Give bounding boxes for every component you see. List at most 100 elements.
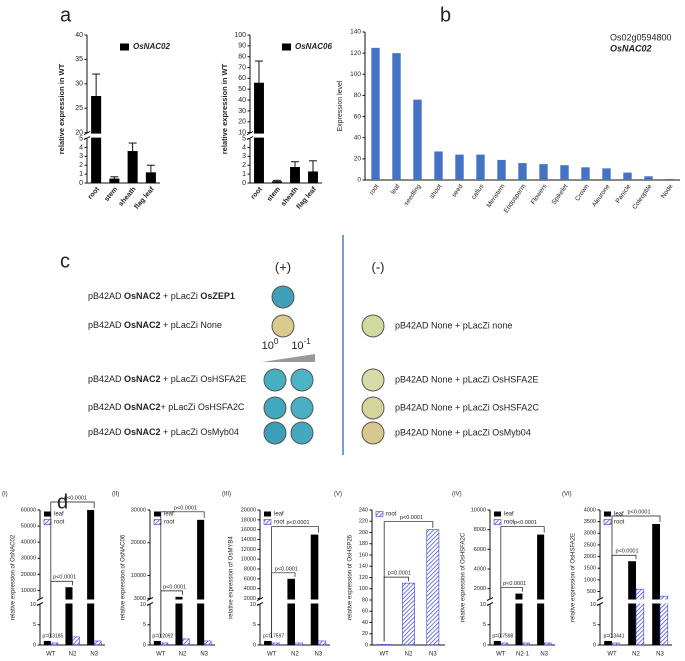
p-bracket	[271, 526, 319, 638]
y-tick-label: 10000	[21, 588, 36, 594]
y-tick-label: 16000	[241, 527, 256, 533]
y-tick-label: 120	[350, 50, 361, 57]
y-tick-label: 5	[253, 622, 256, 628]
y-tick-label: 10	[140, 602, 146, 608]
y-tick-label: 5	[33, 622, 36, 628]
p-bracket	[50, 501, 95, 638]
y-tick-label: 40	[238, 97, 246, 104]
y-tick-label: 10000	[241, 557, 256, 563]
y-tick-label: 0	[357, 177, 361, 184]
legend-label: root	[504, 520, 515, 526]
dilution-exp: 0	[274, 337, 279, 346]
y-tick-label: 3	[242, 153, 246, 160]
y-tick-label: 10000	[471, 507, 486, 513]
p-value: p<0.0001	[275, 566, 298, 572]
x-tick-label: root	[368, 183, 380, 196]
colony	[361, 421, 385, 445]
p-value: p<0.0001	[64, 495, 87, 501]
legend-swatch	[493, 519, 502, 525]
axis-break	[486, 597, 494, 601]
bar	[109, 178, 120, 183]
x-tick-label: Crown	[574, 183, 591, 203]
construct-part: pB42AD	[88, 402, 124, 412]
x-tick-label: WT	[380, 652, 390, 658]
x-tick-label: stem	[266, 186, 282, 203]
p-bracket	[611, 515, 661, 638]
x-tick-label: Node	[660, 183, 675, 200]
y-tick-label: 50	[238, 86, 246, 93]
y-tick-label: 30	[238, 108, 246, 115]
construct-label: pB42AD None + pLacZi OsHSFA2C	[395, 402, 539, 412]
chart-title: (VI)	[562, 492, 572, 498]
construct-part: OsNAC2	[124, 291, 161, 301]
y-tick-label: 3000	[584, 531, 596, 537]
y-tick-label: 0	[143, 642, 146, 648]
bar	[659, 595, 669, 646]
legend-swatch	[604, 511, 611, 517]
x-tick-label: Coleoptile	[631, 183, 654, 211]
colony	[290, 368, 314, 392]
colony	[361, 314, 385, 338]
y-tick-label: 500	[587, 589, 596, 595]
bar	[264, 640, 272, 645]
construct-part: pB42AD	[88, 374, 124, 384]
y-tick-label: 6000	[244, 576, 256, 582]
p-bracket	[500, 526, 545, 638]
legend-label: root	[164, 520, 175, 526]
bar	[50, 642, 59, 646]
construct-part: pB42AD	[88, 427, 124, 437]
bar	[43, 640, 51, 645]
x-tick-label: Spikelet	[551, 183, 570, 206]
x-tick-label: seed	[451, 183, 465, 199]
construct-label: pB42AD OsNAC2 + pLacZi None	[88, 320, 222, 330]
legend-swatch	[375, 511, 384, 517]
colony	[361, 396, 385, 420]
p-value: p=0.7598	[492, 633, 513, 639]
bar	[623, 172, 632, 180]
x-tick-label: Aleurone	[591, 183, 612, 209]
y-tick-label: 20	[362, 631, 368, 637]
y-axis-label: relative expression in WT	[57, 63, 66, 154]
break-gap	[635, 599, 645, 604]
bar	[72, 636, 80, 646]
bar	[182, 638, 190, 646]
x-tick-label: WT	[607, 652, 617, 658]
y-tick-label: 3	[79, 153, 83, 160]
legend-swatch	[120, 43, 129, 51]
y-tick-label: 100	[350, 71, 361, 78]
legend-label: leaf	[164, 512, 174, 518]
bar	[581, 167, 590, 180]
y-tick-label: 4	[79, 144, 83, 151]
construct-part: + pLacZi None	[161, 320, 222, 330]
bar	[160, 642, 169, 646]
bar	[254, 82, 264, 183]
break-gap	[651, 599, 661, 604]
y-tick-label: 1000	[584, 577, 596, 583]
bar	[145, 172, 156, 183]
x-tick-label: N2	[632, 652, 640, 658]
x-tick-label: stem	[103, 186, 119, 203]
y-tick-label: 1500	[584, 566, 596, 572]
bar	[426, 529, 440, 646]
y-tick-label: 90	[238, 43, 246, 50]
y-tick-label: 20000	[21, 572, 36, 578]
bar	[539, 164, 548, 180]
break-gap	[64, 599, 74, 604]
y-tick-label: 60	[354, 113, 362, 120]
y-tick-label: 40	[362, 620, 368, 626]
bar	[271, 642, 280, 646]
x-tick-label: WT	[156, 652, 166, 658]
y-tick-label: 0	[365, 642, 368, 648]
legend-label: root	[54, 520, 65, 526]
bar	[500, 642, 509, 646]
construct-part: pB42AD	[88, 291, 124, 301]
bar	[287, 578, 295, 645]
construct-part: + pLacZi OsHSFA2E	[161, 374, 247, 384]
y-tick-label: 0	[593, 642, 596, 648]
construct-part: pB42AD	[88, 320, 124, 330]
legend-swatch	[44, 511, 51, 517]
colony	[290, 421, 314, 445]
break-gap	[174, 599, 184, 604]
y-tick-label: 160	[359, 552, 368, 558]
bar	[392, 53, 401, 181]
